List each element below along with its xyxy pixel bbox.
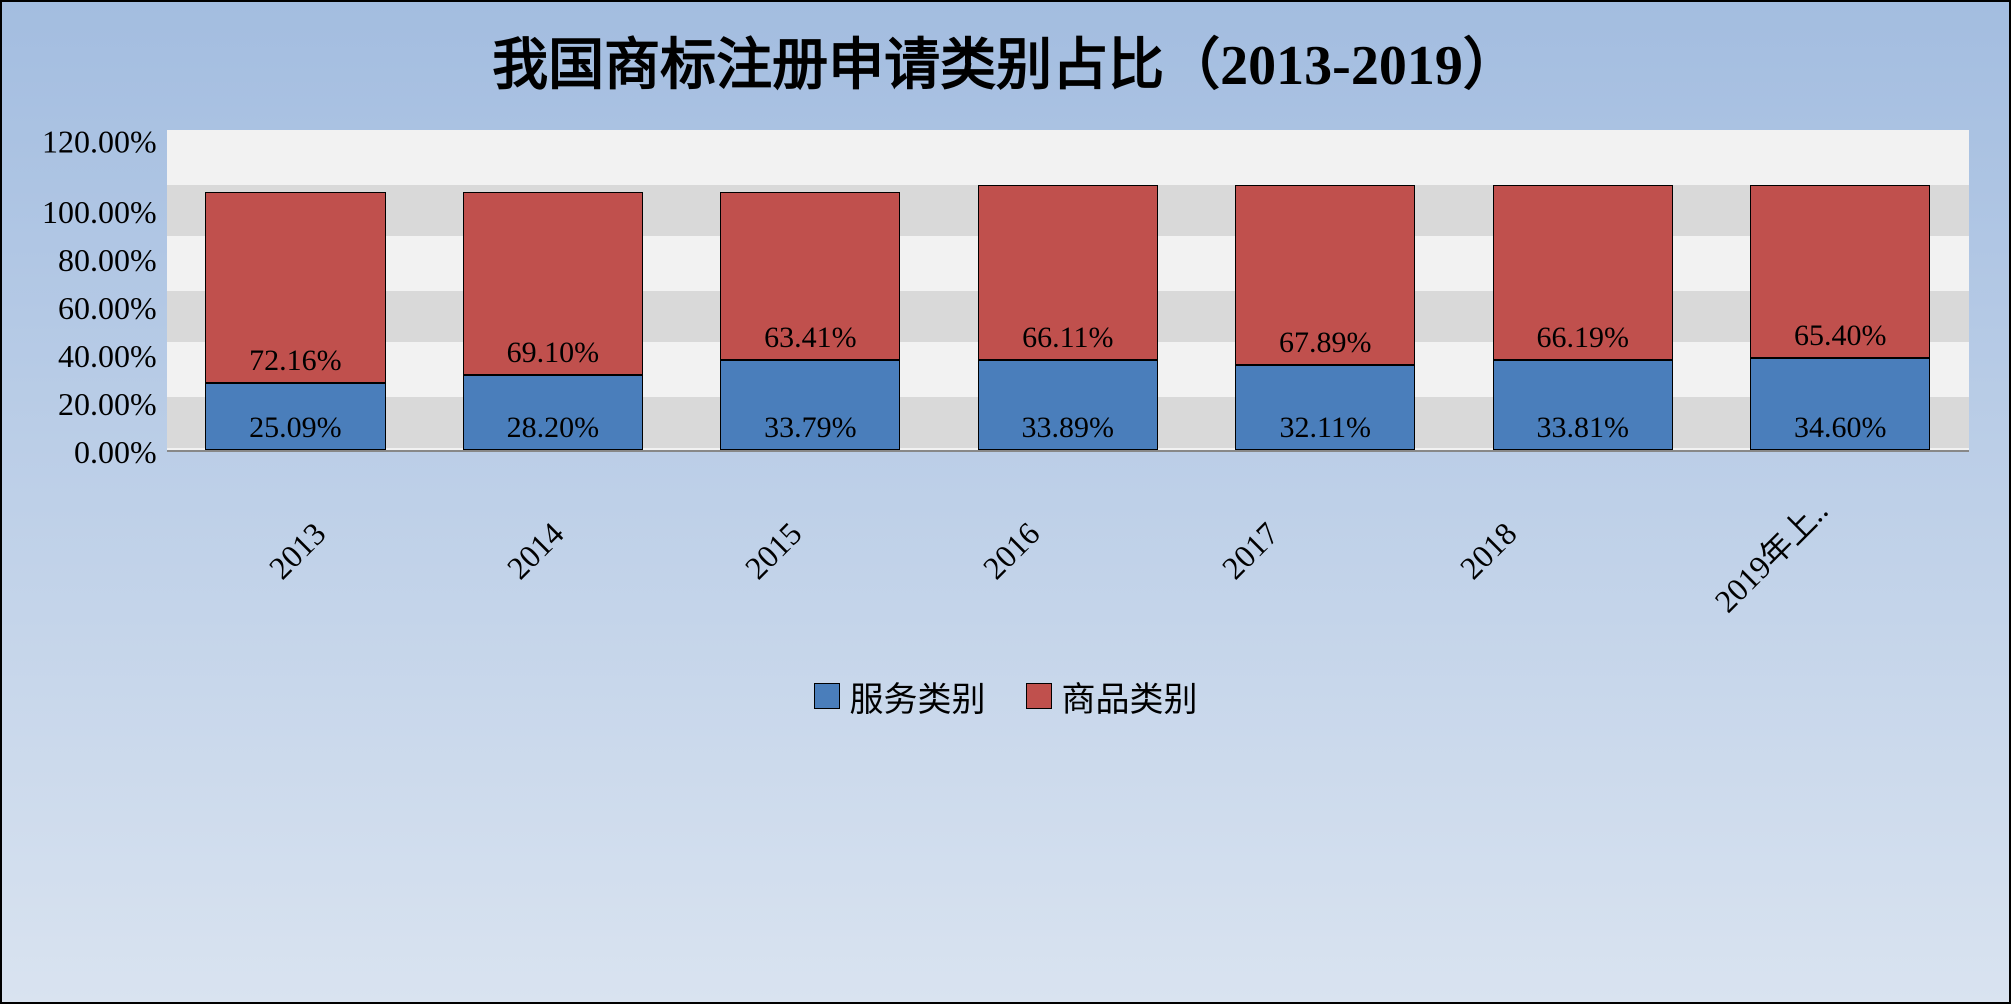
bar-group: 66.11% 33.89% (978, 132, 1158, 450)
chart-title: 我国商标注册申请类别占比（2013-2019） (42, 22, 1969, 112)
bar-segment-services: 33.79% (720, 360, 900, 450)
bar-segment-services: 33.89% (978, 360, 1158, 450)
bar-value-label: 33.81% (1536, 411, 1629, 445)
bar-value-label: 69.10% (507, 336, 600, 370)
bar-group: 72.16% 25.09% (205, 132, 385, 450)
y-axis: 120.00% 100.00% 80.00% 60.00% 40.00% 20.… (42, 132, 167, 452)
x-labels: 2013201420152016201720182019年上.. (222, 452, 1969, 652)
bar-group: 67.89% 32.11% (1235, 132, 1415, 450)
y-tick: 100.00% (42, 196, 157, 228)
chart-container: 我国商标注册申请类别占比（2013-2019） 120.00% 100.00% … (0, 0, 2011, 1004)
bar-value-label: 65.40% (1794, 319, 1887, 353)
legend: 服务类别商品类别 (42, 672, 1969, 721)
bar-value-label: 67.89% (1279, 326, 1372, 360)
bar-value-label: 66.19% (1536, 321, 1629, 355)
bar-segment-goods: 63.41% (720, 192, 900, 360)
bar-value-label: 33.79% (764, 411, 857, 445)
bar-value-label: 72.16% (249, 344, 342, 378)
bar-value-label: 28.20% (507, 411, 600, 445)
plot-wrapper: 120.00% 100.00% 80.00% 60.00% 40.00% 20.… (42, 132, 1969, 452)
bar-group: 63.41% 33.79% (720, 132, 900, 450)
bar-segment-goods: 69.10% (463, 192, 643, 375)
bar-segment-goods: 67.89% (1235, 185, 1415, 365)
y-tick: 20.00% (58, 388, 157, 420)
bar-group: 69.10% 28.20% (463, 132, 643, 450)
y-tick: 80.00% (58, 244, 157, 276)
bar-value-label: 63.41% (764, 321, 857, 355)
bar-segment-services: 28.20% (463, 375, 643, 450)
y-tick: 40.00% (58, 340, 157, 372)
y-tick: 120.00% (42, 125, 157, 157)
x-axis: 2013201420152016201720182019年上.. (222, 452, 1969, 652)
plot-area: 72.16% 25.09% 69.10% 28.20% 63.41% 33.79% 66.1… (167, 132, 1969, 452)
bar-value-label: 66.11% (1022, 321, 1113, 355)
bar-group: 65.40% 34.60% (1750, 132, 1930, 450)
bar-segment-goods: 66.11% (978, 185, 1158, 360)
bar-segment-goods: 72.16% (205, 192, 385, 383)
bar-value-label: 33.89% (1022, 411, 1115, 445)
bar-segment-services: 25.09% (205, 383, 385, 449)
bar-value-label: 25.09% (249, 411, 342, 445)
bar-segment-goods: 65.40% (1750, 185, 1930, 358)
y-tick: 0.00% (74, 436, 157, 468)
legend-swatch (1026, 683, 1052, 709)
y-tick: 60.00% (58, 292, 157, 324)
bar-segment-services: 34.60% (1750, 358, 1930, 450)
bar-value-label: 32.11% (1280, 411, 1371, 445)
bar-segment-services: 32.11% (1235, 365, 1415, 450)
bar-segment-services: 33.81% (1493, 360, 1673, 450)
bar-group: 66.19% 33.81% (1493, 132, 1673, 450)
bar-segment-goods: 66.19% (1493, 185, 1673, 360)
bar-value-label: 34.60% (1794, 411, 1887, 445)
legend-swatch (814, 683, 840, 709)
bars-row: 72.16% 25.09% 69.10% 28.20% 63.41% 33.79% 66.1… (167, 132, 1969, 450)
